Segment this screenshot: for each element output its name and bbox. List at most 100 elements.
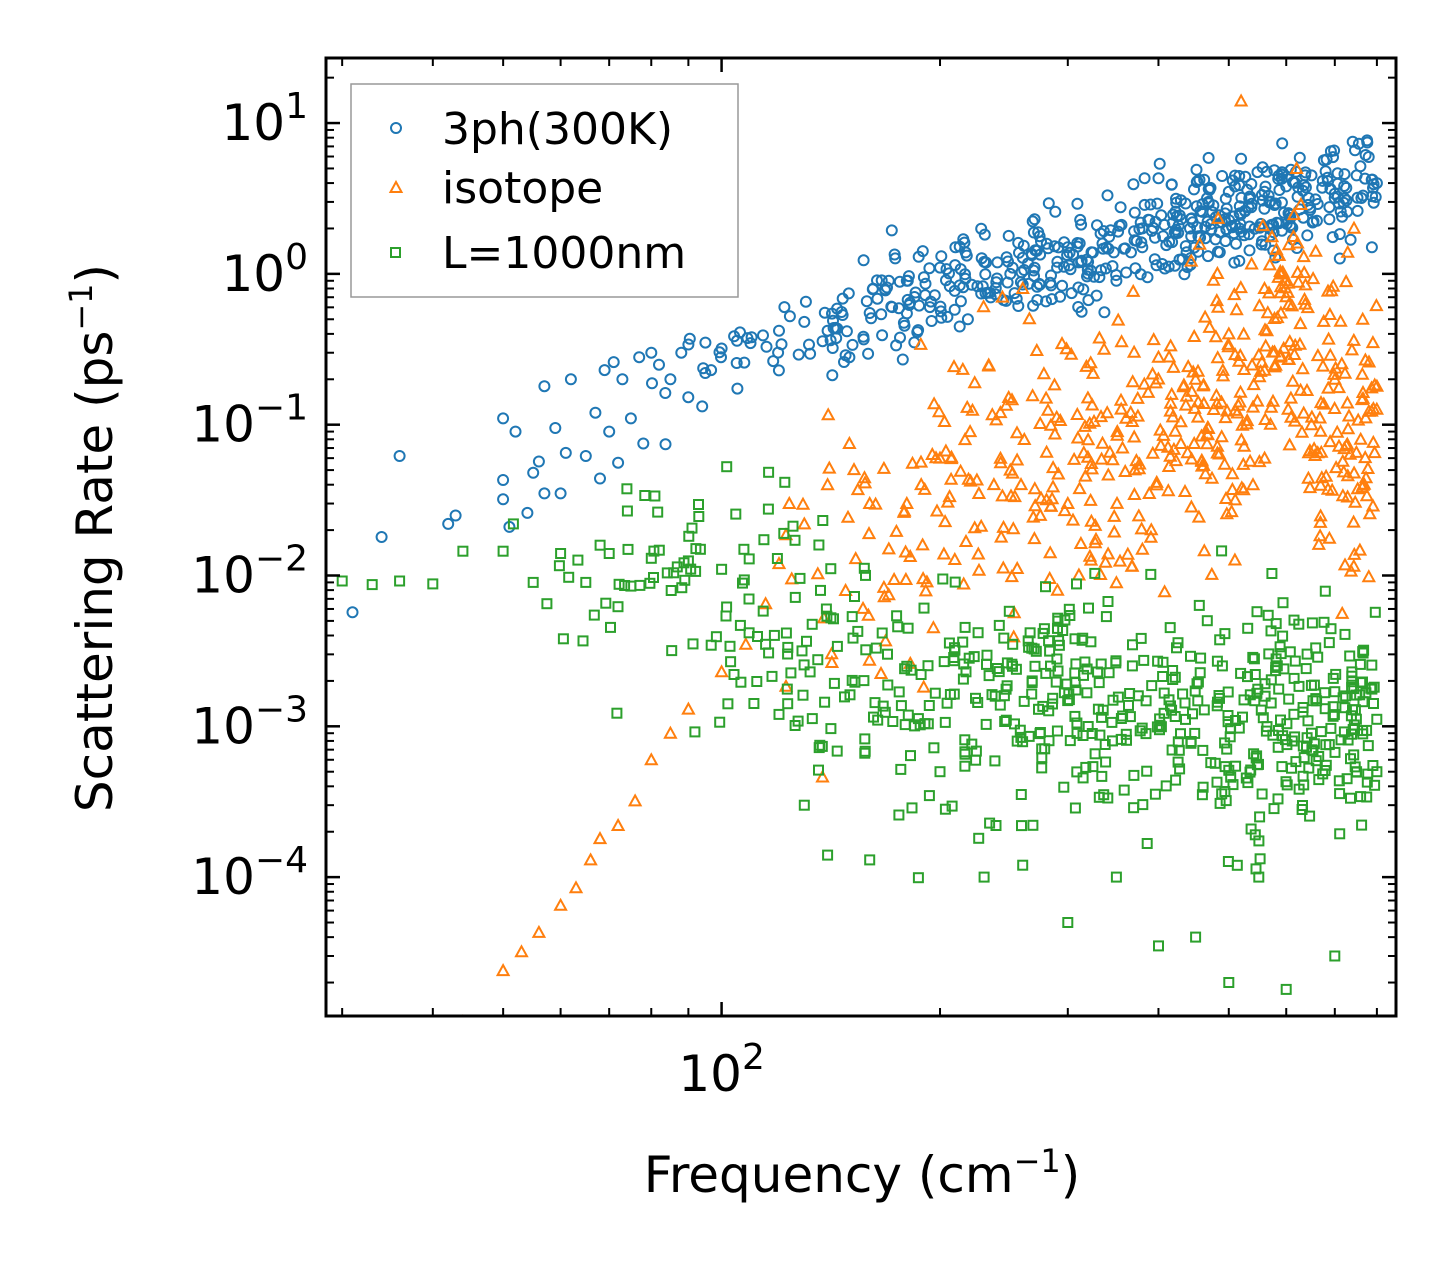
data-point-triangle [1322, 306, 1338, 320]
data-point-square [981, 649, 993, 661]
data-point-square [796, 645, 808, 657]
data-point-circle [1275, 196, 1288, 209]
data-point-circle [1081, 263, 1094, 276]
data-point-square [902, 622, 914, 634]
data-point-triangle [1187, 400, 1202, 414]
data-point-triangle [1157, 584, 1172, 598]
data-point-triangle [1088, 531, 1104, 545]
data-point-square [998, 632, 1010, 644]
data-point-circle [1194, 231, 1207, 244]
data-point-triangle [855, 600, 871, 614]
data-point-square [1366, 659, 1378, 671]
data-point-triangle [1234, 480, 1249, 494]
x-axis-title: Frequency (cm−1) [644, 1142, 1081, 1204]
data-point-circle [1156, 258, 1169, 270]
data-point-square [687, 638, 699, 650]
data-point-circle [1367, 196, 1380, 209]
data-point-triangle [905, 455, 920, 469]
data-point-triangle [1176, 379, 1191, 393]
data-point-square [1255, 704, 1267, 716]
data-point-square [563, 571, 575, 583]
data-point-square [1050, 676, 1062, 688]
data-point-triangle [1210, 438, 1225, 452]
data-point-circle [821, 324, 834, 337]
data-point-square [1018, 695, 1030, 707]
data-point-triangle [944, 451, 959, 465]
data-point-square [946, 800, 958, 812]
data-point-triangle [1227, 347, 1243, 361]
data-point-circle [953, 320, 966, 333]
data-point-circle [773, 324, 785, 337]
data-point-circle [1128, 206, 1141, 219]
data-point-circle [827, 314, 839, 327]
data-point-triangle [1327, 371, 1342, 385]
data-point-triangle [1126, 283, 1141, 297]
data-point-circle [1370, 177, 1383, 190]
data-point-square [1172, 736, 1184, 748]
data-point-circle [1127, 178, 1140, 191]
data-point-triangle [962, 424, 978, 438]
data-point-triangle [1258, 411, 1273, 425]
data-point-circle [645, 346, 658, 359]
data-point-circle [885, 300, 898, 313]
data-point-circle [1179, 240, 1192, 253]
data-point-circle [1074, 213, 1087, 226]
data-point-square [815, 584, 826, 596]
data-point-circle [1016, 278, 1029, 291]
data-point-triangle [758, 596, 773, 610]
data-point-triangle [1130, 390, 1145, 404]
data-point-square [721, 461, 733, 473]
data-point-triangle [1293, 382, 1308, 396]
data-point-triangle [1323, 347, 1338, 361]
data-point-circle [934, 261, 946, 274]
data-point-square [1369, 779, 1381, 791]
data-point-square [738, 543, 750, 555]
data-point-circle [1071, 197, 1084, 210]
data-point-circle [984, 291, 997, 304]
data-point-circle [928, 289, 941, 302]
data-point-circle [1150, 259, 1163, 272]
data-point-circle [1106, 260, 1119, 273]
data-point-square [1197, 781, 1209, 793]
data-point-triangle [592, 831, 608, 845]
data-point-square [1334, 828, 1346, 840]
data-point-square [1254, 811, 1266, 823]
data-point-square [1136, 722, 1148, 734]
data-point-triangle [1179, 388, 1194, 402]
data-point-triangle [915, 537, 930, 551]
data-point-circle [664, 373, 677, 386]
data-point-square [594, 539, 606, 551]
y-tick-label: 10−4 [191, 840, 308, 906]
data-point-square [798, 799, 810, 811]
data-point-triangle [1335, 453, 1350, 467]
data-point-circle [1190, 176, 1203, 188]
data-point-circle [1136, 241, 1149, 254]
data-point-square [1107, 735, 1118, 747]
data-point-circle [1153, 157, 1166, 170]
data-point-triangle [1335, 605, 1350, 619]
data-point-square [1330, 668, 1342, 680]
data-point-square [577, 635, 589, 647]
data-point-triangle [1095, 435, 1110, 449]
data-point-circle [1333, 228, 1346, 241]
data-point-square [1014, 724, 1026, 736]
data-point-square [825, 723, 837, 735]
data-point-square [991, 663, 1003, 674]
data-point-square [804, 666, 816, 678]
data-point-triangle [1210, 299, 1226, 313]
data-point-triangle [1115, 440, 1130, 454]
data-point-circle [1338, 168, 1351, 181]
data-point-square [771, 553, 783, 564]
data-point-triangle [1304, 417, 1319, 431]
data-point-triangle [1110, 427, 1125, 441]
data-point-square [1052, 665, 1064, 677]
data-point-circle [840, 325, 853, 338]
data-point-triangle [1050, 582, 1065, 596]
data-point-triangle [1094, 451, 1109, 465]
data-point-circle [888, 248, 901, 261]
data-point-square [1303, 762, 1315, 774]
data-point-square [676, 582, 688, 594]
data-point-square [1121, 734, 1132, 746]
data-point-square [427, 578, 439, 590]
legend-entry-isotope: isotope [388, 163, 603, 214]
